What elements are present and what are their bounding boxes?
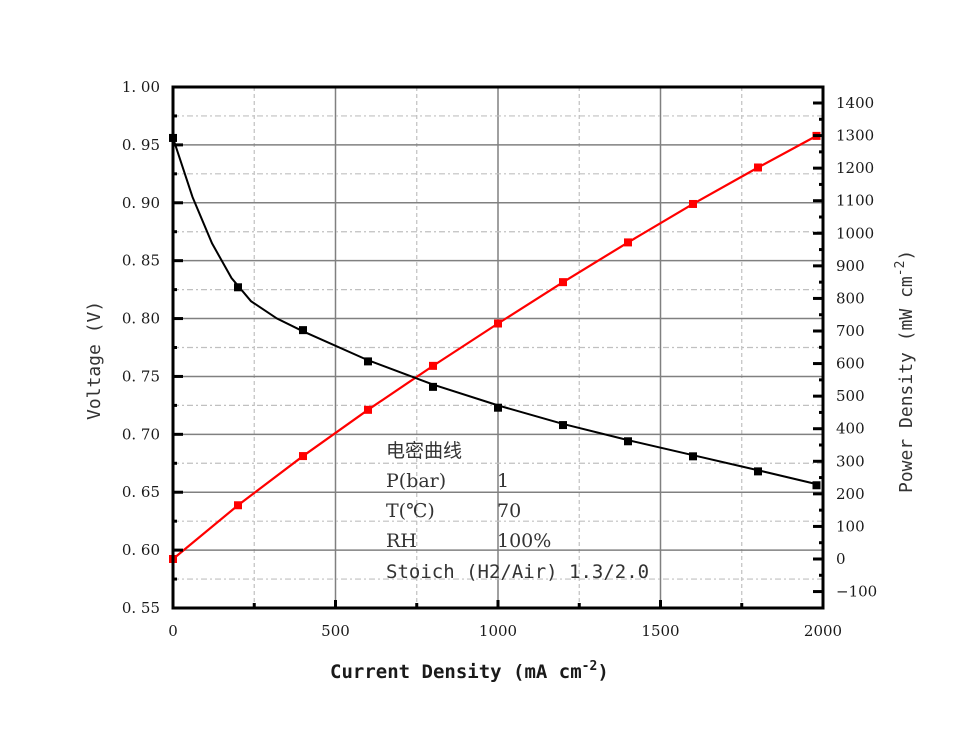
power-marker — [429, 361, 437, 370]
power-marker — [234, 501, 242, 510]
annotation-label-temperature: T(℃) — [386, 500, 435, 522]
y-tick-label: 0. 75 — [122, 367, 160, 385]
power-marker — [364, 405, 372, 414]
y2-tick-label: 700 — [836, 322, 865, 340]
y-tick-label: 0. 70 — [122, 425, 160, 443]
y2-tick-label: 200 — [836, 485, 865, 503]
annotation-value-rh: 100% — [497, 530, 551, 552]
annotation-label-pressure: P(bar) — [386, 470, 446, 492]
voltage-marker — [494, 403, 502, 412]
voltage-marker — [624, 437, 632, 446]
power-marker — [494, 319, 502, 328]
y2-tick-label: 100 — [836, 517, 865, 535]
y2-tick-label: 600 — [836, 355, 865, 373]
y-tick-label: 0. 90 — [122, 194, 160, 212]
y2-axis-title: Power Density (mW cm-2) — [893, 250, 917, 493]
y2-tick-label: 900 — [836, 257, 865, 275]
y-tick-label: 0. 80 — [122, 310, 160, 328]
y-tick-label: 0. 55 — [122, 599, 160, 617]
annotation-label-rh: RH — [386, 530, 417, 552]
annotation-title: 电密曲线 — [386, 440, 462, 462]
x-tick-label: 1000 — [479, 622, 517, 640]
voltage-marker — [299, 326, 307, 335]
y2-tick-label: 1000 — [836, 224, 874, 242]
y2-tick-label: 1400 — [836, 94, 874, 112]
voltage-marker — [689, 452, 697, 461]
power-marker — [299, 452, 307, 461]
x-tick-label: 0 — [168, 622, 178, 640]
y2-tick-label: 500 — [836, 387, 865, 405]
y-tick-label: 1. 00 — [122, 78, 160, 96]
y-axis-title: Voltage (V) — [84, 301, 105, 420]
y2-tick-label: 1300 — [836, 127, 874, 145]
y2-tick-label: 1200 — [836, 159, 874, 177]
voltage-series — [169, 133, 821, 490]
y2-tick-label: 400 — [836, 420, 865, 438]
power-marker — [689, 199, 697, 208]
annotation-label-stoich: Stoich (H2/Air) 1.3/2.0 — [386, 561, 649, 583]
x-tick-label: 2000 — [804, 622, 842, 640]
y2-tick-label: −100 — [836, 583, 877, 601]
voltage-marker — [364, 357, 372, 366]
power-marker — [559, 278, 567, 287]
y-tick-label: 0. 60 — [122, 541, 160, 559]
y-tick-label: 0. 65 — [122, 483, 160, 501]
annotation-value-temperature: 70 — [497, 500, 521, 522]
voltage-marker — [559, 421, 567, 430]
power-marker — [624, 238, 632, 247]
y-tick-label: 0. 85 — [122, 252, 160, 270]
y2-tick-label: 300 — [836, 452, 865, 470]
voltage-marker — [234, 283, 242, 292]
voltage-marker — [812, 481, 821, 490]
annotation-value-pressure: 1 — [497, 470, 509, 492]
voltage-marker — [429, 382, 437, 391]
annotation-legend: 电密曲线 P(bar) 1 T(℃) 70 RH 100% Stoich (H2… — [386, 440, 649, 583]
y2-tick-label: 800 — [836, 289, 865, 307]
axis-ticks — [173, 101, 823, 608]
y-tick-label: 0. 95 — [122, 136, 160, 154]
y2-tick-label: 1100 — [836, 192, 874, 210]
power-marker — [754, 163, 762, 172]
x-tick-label: 500 — [321, 622, 350, 640]
x-axis-title: Current Density (mA cm-2) — [330, 659, 609, 683]
y2-tick-label: 0 — [836, 550, 846, 568]
x-tick-label: 1500 — [641, 622, 679, 640]
voltage-marker — [754, 467, 762, 476]
